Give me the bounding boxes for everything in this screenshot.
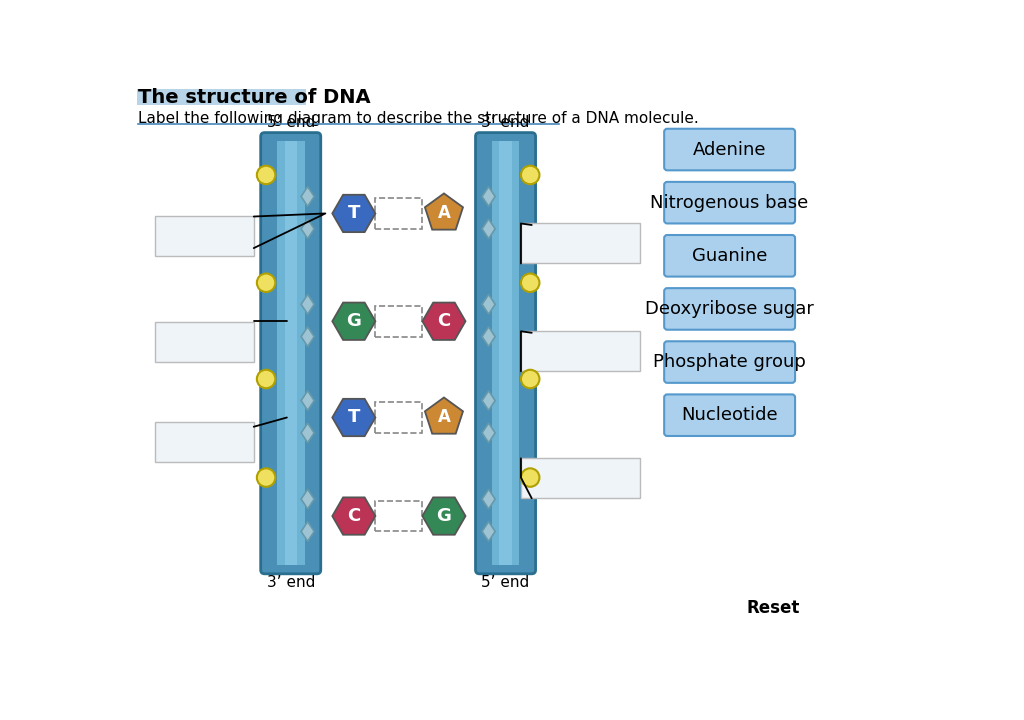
- Circle shape: [521, 468, 540, 487]
- Text: 5’ end: 5’ end: [481, 575, 529, 590]
- Text: Adenine: Adenine: [693, 140, 766, 158]
- Polygon shape: [482, 522, 496, 541]
- Polygon shape: [301, 522, 314, 541]
- Text: G: G: [346, 312, 361, 330]
- Text: C: C: [437, 312, 451, 330]
- FancyBboxPatch shape: [137, 89, 306, 105]
- Circle shape: [257, 468, 275, 487]
- Polygon shape: [301, 186, 314, 207]
- Circle shape: [257, 166, 275, 184]
- Text: T: T: [348, 408, 360, 426]
- Text: A: A: [437, 408, 451, 426]
- Polygon shape: [422, 302, 466, 340]
- FancyBboxPatch shape: [500, 141, 512, 565]
- Polygon shape: [482, 391, 496, 410]
- Circle shape: [521, 274, 540, 292]
- Polygon shape: [333, 498, 376, 535]
- Polygon shape: [301, 219, 314, 238]
- Polygon shape: [422, 498, 466, 535]
- FancyBboxPatch shape: [261, 132, 321, 574]
- FancyBboxPatch shape: [665, 341, 795, 383]
- Circle shape: [521, 370, 540, 388]
- Polygon shape: [425, 397, 463, 433]
- Text: The structure of DNA: The structure of DNA: [138, 88, 371, 107]
- Text: C: C: [347, 507, 360, 525]
- Text: 3’ end: 3’ end: [266, 575, 315, 590]
- FancyBboxPatch shape: [521, 331, 640, 372]
- Text: A: A: [437, 204, 451, 222]
- Circle shape: [257, 370, 275, 388]
- Polygon shape: [482, 219, 496, 238]
- Polygon shape: [482, 294, 496, 314]
- Text: Label the following diagram to describe the structure of a DNA molecule.: Label the following diagram to describe …: [138, 111, 699, 126]
- Circle shape: [257, 274, 275, 292]
- Text: G: G: [436, 507, 452, 525]
- Polygon shape: [482, 186, 496, 207]
- Polygon shape: [482, 490, 496, 509]
- FancyBboxPatch shape: [521, 223, 640, 264]
- Text: Deoxyribose sugar: Deoxyribose sugar: [645, 300, 814, 318]
- Circle shape: [521, 166, 540, 184]
- Text: Nucleotide: Nucleotide: [681, 406, 778, 424]
- Polygon shape: [482, 327, 496, 346]
- Text: 3’ end: 3’ end: [481, 115, 529, 130]
- Polygon shape: [301, 490, 314, 509]
- Polygon shape: [425, 194, 463, 230]
- Text: Nitrogenous base: Nitrogenous base: [650, 194, 809, 212]
- FancyBboxPatch shape: [665, 129, 795, 171]
- Text: Guanine: Guanine: [692, 247, 767, 265]
- Polygon shape: [333, 302, 376, 340]
- FancyBboxPatch shape: [475, 132, 536, 574]
- Polygon shape: [301, 391, 314, 410]
- FancyBboxPatch shape: [156, 422, 254, 462]
- Text: Phosphate group: Phosphate group: [653, 353, 806, 371]
- FancyBboxPatch shape: [665, 235, 795, 276]
- FancyBboxPatch shape: [521, 459, 640, 498]
- Text: 5’ end: 5’ end: [266, 115, 314, 130]
- FancyBboxPatch shape: [276, 141, 304, 565]
- FancyBboxPatch shape: [665, 395, 795, 436]
- FancyBboxPatch shape: [156, 322, 254, 362]
- FancyBboxPatch shape: [156, 216, 254, 256]
- FancyBboxPatch shape: [285, 141, 297, 565]
- Polygon shape: [301, 294, 314, 314]
- Polygon shape: [301, 423, 314, 443]
- FancyBboxPatch shape: [665, 182, 795, 223]
- Text: Reset: Reset: [746, 600, 800, 618]
- Polygon shape: [301, 327, 314, 346]
- Polygon shape: [333, 195, 376, 232]
- FancyBboxPatch shape: [665, 288, 795, 330]
- Polygon shape: [333, 399, 376, 436]
- Text: T: T: [348, 204, 360, 222]
- Polygon shape: [482, 423, 496, 443]
- FancyBboxPatch shape: [492, 141, 519, 565]
